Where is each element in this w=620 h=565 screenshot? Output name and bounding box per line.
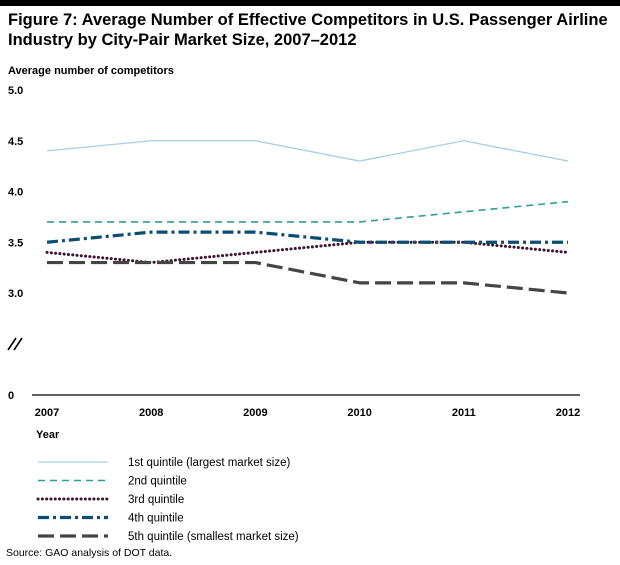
- y-tick-label: 5.0: [8, 85, 23, 97]
- y-tick-label: 0: [8, 390, 14, 402]
- y-tick-labels: 5.0 4.5 4.0 3.5 3.0 0: [8, 85, 23, 402]
- top-rule: [0, 0, 620, 6]
- series-line: [47, 260, 569, 295]
- x-tick-label: 2012: [556, 407, 580, 419]
- series-line: [47, 200, 569, 223]
- axis-break-mark: [7, 337, 23, 351]
- legend-label: 4th quintile: [128, 513, 184, 525]
- x-tick-label: 2009: [243, 407, 267, 419]
- x-tick-labels: 2007 2008 2009 2010 2011 2012: [35, 407, 580, 419]
- y-tick-label: 3.5: [8, 237, 23, 249]
- series-lines: [45, 140, 570, 295]
- legend-label: 1st quintile (largest market size): [128, 457, 291, 469]
- series-line: [46, 140, 569, 162]
- x-tick-label: 2008: [139, 407, 163, 419]
- y-tick-label: 4.5: [8, 136, 23, 148]
- axis-break-stroke: [13, 337, 23, 351]
- series-line: [46, 230, 568, 244]
- x-tick-label: 2011: [452, 407, 476, 419]
- chart-title: Figure 7: Average Number of Effective Co…: [8, 11, 608, 49]
- axis-break-stroke: [7, 337, 17, 351]
- x-axis-label: Year: [36, 429, 60, 441]
- x-tick-label: 2007: [35, 407, 59, 419]
- legend: 1st quintile (largest market size) 2nd qu…: [36, 457, 299, 543]
- legend-label: 5th quintile (smallest market size): [128, 531, 299, 543]
- source-note: Source: GAO analysis of DOT data.: [6, 547, 173, 559]
- series-line: [45, 240, 570, 265]
- x-tick-label: 2010: [347, 407, 371, 419]
- y-tick-label: 4.0: [8, 187, 23, 199]
- legend-label: 3rd quintile: [128, 494, 184, 506]
- legend-label: 2nd quintile: [128, 476, 187, 488]
- y-tick-label: 3.0: [8, 288, 23, 300]
- y-axis-label: Average number of competitors: [8, 65, 174, 77]
